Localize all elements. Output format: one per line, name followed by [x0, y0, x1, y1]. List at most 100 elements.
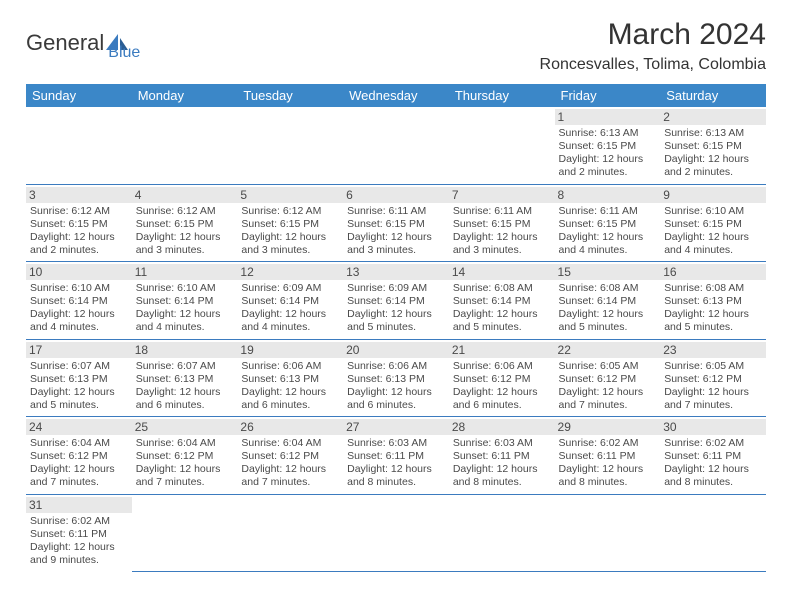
calendar-day-cell	[343, 107, 449, 184]
day-detail-line: Sunset: 6:11 PM	[453, 450, 551, 463]
logo-text-blue: Blue	[108, 44, 140, 62]
day-detail-line: Daylight: 12 hours	[30, 541, 128, 554]
calendar-day-cell	[132, 494, 238, 571]
calendar-day-cell: 7Sunrise: 6:11 AMSunset: 6:15 PMDaylight…	[449, 184, 555, 262]
day-number: 9	[660, 187, 766, 203]
day-number: 12	[237, 264, 343, 280]
day-detail-line: Sunset: 6:15 PM	[30, 218, 128, 231]
day-detail-line: Daylight: 12 hours	[664, 308, 762, 321]
day-detail-line: Sunrise: 6:05 AM	[559, 360, 657, 373]
day-details: Sunrise: 6:10 AMSunset: 6:15 PMDaylight:…	[664, 205, 762, 258]
day-detail-line: Daylight: 12 hours	[136, 308, 234, 321]
day-details: Sunrise: 6:07 AMSunset: 6:13 PMDaylight:…	[136, 360, 234, 413]
day-detail-line: and 6 minutes.	[347, 399, 445, 412]
calendar-day-cell	[132, 107, 238, 184]
calendar-week-row: 10Sunrise: 6:10 AMSunset: 6:14 PMDayligh…	[26, 262, 766, 340]
day-detail-line: and 2 minutes.	[559, 166, 657, 179]
calendar-day-cell: 24Sunrise: 6:04 AMSunset: 6:12 PMDayligh…	[26, 417, 132, 495]
day-detail-line: Sunrise: 6:11 AM	[453, 205, 551, 218]
day-detail-line: Sunset: 6:11 PM	[664, 450, 762, 463]
calendar-header-row: SundayMondayTuesdayWednesdayThursdayFrid…	[26, 84, 766, 107]
day-number: 17	[26, 342, 132, 358]
day-details: Sunrise: 6:13 AMSunset: 6:15 PMDaylight:…	[559, 127, 657, 180]
calendar-day-cell: 22Sunrise: 6:05 AMSunset: 6:12 PMDayligh…	[555, 339, 661, 417]
calendar-week-row: 24Sunrise: 6:04 AMSunset: 6:12 PMDayligh…	[26, 417, 766, 495]
calendar-day-cell: 8Sunrise: 6:11 AMSunset: 6:15 PMDaylight…	[555, 184, 661, 262]
calendar-day-cell: 4Sunrise: 6:12 AMSunset: 6:15 PMDaylight…	[132, 184, 238, 262]
day-detail-line: Sunrise: 6:10 AM	[136, 282, 234, 295]
day-details: Sunrise: 6:02 AMSunset: 6:11 PMDaylight:…	[664, 437, 762, 490]
day-number: 27	[343, 419, 449, 435]
calendar-day-cell	[449, 107, 555, 184]
calendar-body: 1Sunrise: 6:13 AMSunset: 6:15 PMDaylight…	[26, 107, 766, 571]
day-number: 19	[237, 342, 343, 358]
day-detail-line: Sunrise: 6:08 AM	[664, 282, 762, 295]
day-number: 10	[26, 264, 132, 280]
calendar-week-row: 1 Sunrise: 6:13 AMSunset: 6:15 PMDaylight…	[26, 107, 766, 184]
calendar-day-cell: 13Sunrise: 6:09 AMSunset: 6:14 PMDayligh…	[343, 262, 449, 340]
location-text: Roncesvalles, Tolima, Colombia	[540, 56, 766, 74]
calendar-table: SundayMondayTuesdayWednesdayThursdayFrid…	[26, 84, 766, 572]
day-detail-line: Sunset: 6:14 PM	[30, 295, 128, 308]
day-detail-line: Sunset: 6:11 PM	[347, 450, 445, 463]
day-detail-line: Sunrise: 6:12 AM	[136, 205, 234, 218]
day-details: Sunrise: 6:06 AMSunset: 6:13 PMDaylight:…	[347, 360, 445, 413]
day-number: 11	[132, 264, 238, 280]
calendar-day-cell: 2Sunrise: 6:13 AMSunset: 6:15 PMDaylight…	[660, 107, 766, 184]
day-detail-line: Daylight: 12 hours	[559, 463, 657, 476]
day-detail-line: Sunrise: 6:03 AM	[453, 437, 551, 450]
day-number: 1	[555, 109, 661, 125]
day-number: 16	[660, 264, 766, 280]
day-detail-line: Sunrise: 6:04 AM	[30, 437, 128, 450]
calendar-day-cell	[237, 494, 343, 571]
day-detail-line: Sunset: 6:12 PM	[664, 373, 762, 386]
header: General Blue March 2024 Roncesvalles, To…	[26, 18, 766, 74]
weekday-header: Tuesday	[237, 84, 343, 107]
calendar-day-cell: 31 Sunrise: 6:02 AMSunset: 6:11 PMDayligh…	[26, 494, 132, 571]
calendar-day-cell: 23Sunrise: 6:05 AMSunset: 6:12 PMDayligh…	[660, 339, 766, 417]
calendar-day-cell	[449, 494, 555, 571]
calendar-day-cell: 10Sunrise: 6:10 AMSunset: 6:14 PMDayligh…	[26, 262, 132, 340]
day-detail-line: Sunset: 6:15 PM	[241, 218, 339, 231]
calendar-day-cell	[660, 494, 766, 571]
day-details: Sunrise: 6:09 AMSunset: 6:14 PMDaylight:…	[241, 282, 339, 335]
day-detail-line: Sunrise: 6:03 AM	[347, 437, 445, 450]
day-number: 21	[449, 342, 555, 358]
calendar-day-cell: 30Sunrise: 6:02 AMSunset: 6:11 PMDayligh…	[660, 417, 766, 495]
day-number: 15	[555, 264, 661, 280]
day-detail-line: Sunrise: 6:06 AM	[347, 360, 445, 373]
day-details: Sunrise: 6:02 AMSunset: 6:11 PMDaylight:…	[30, 515, 128, 568]
logo: General Blue	[26, 18, 140, 62]
day-detail-line: Sunrise: 6:07 AM	[136, 360, 234, 373]
day-detail-line: and 3 minutes.	[347, 244, 445, 257]
calendar-day-cell: 14Sunrise: 6:08 AMSunset: 6:14 PMDayligh…	[449, 262, 555, 340]
day-detail-line: and 3 minutes.	[241, 244, 339, 257]
day-detail-line: Sunset: 6:15 PM	[136, 218, 234, 231]
calendar-day-cell: 16Sunrise: 6:08 AMSunset: 6:13 PMDayligh…	[660, 262, 766, 340]
day-detail-line: Daylight: 12 hours	[453, 308, 551, 321]
day-detail-line: Sunset: 6:14 PM	[241, 295, 339, 308]
day-detail-line: and 7 minutes.	[559, 399, 657, 412]
day-detail-line: Daylight: 12 hours	[453, 386, 551, 399]
day-detail-line: Sunrise: 6:07 AM	[30, 360, 128, 373]
day-detail-line: Daylight: 12 hours	[136, 231, 234, 244]
day-detail-line: and 4 minutes.	[30, 321, 128, 334]
day-detail-line: Sunset: 6:15 PM	[559, 140, 657, 153]
day-details: Sunrise: 6:12 AMSunset: 6:15 PMDaylight:…	[30, 205, 128, 258]
calendar-day-cell	[555, 494, 661, 571]
day-detail-line: and 2 minutes.	[30, 244, 128, 257]
weekday-header: Sunday	[26, 84, 132, 107]
day-detail-line: Sunrise: 6:08 AM	[559, 282, 657, 295]
calendar-day-cell: 25Sunrise: 6:04 AMSunset: 6:12 PMDayligh…	[132, 417, 238, 495]
day-details: Sunrise: 6:05 AMSunset: 6:12 PMDaylight:…	[559, 360, 657, 413]
day-detail-line: and 5 minutes.	[559, 321, 657, 334]
day-detail-line: Sunrise: 6:13 AM	[559, 127, 657, 140]
day-number: 31	[26, 497, 132, 513]
day-details: Sunrise: 6:12 AMSunset: 6:15 PMDaylight:…	[241, 205, 339, 258]
calendar-day-cell: 20Sunrise: 6:06 AMSunset: 6:13 PMDayligh…	[343, 339, 449, 417]
day-detail-line: and 5 minutes.	[453, 321, 551, 334]
day-detail-line: Daylight: 12 hours	[241, 308, 339, 321]
calendar-day-cell: 3Sunrise: 6:12 AMSunset: 6:15 PMDaylight…	[26, 184, 132, 262]
day-detail-line: Sunset: 6:15 PM	[664, 218, 762, 231]
day-number: 28	[449, 419, 555, 435]
